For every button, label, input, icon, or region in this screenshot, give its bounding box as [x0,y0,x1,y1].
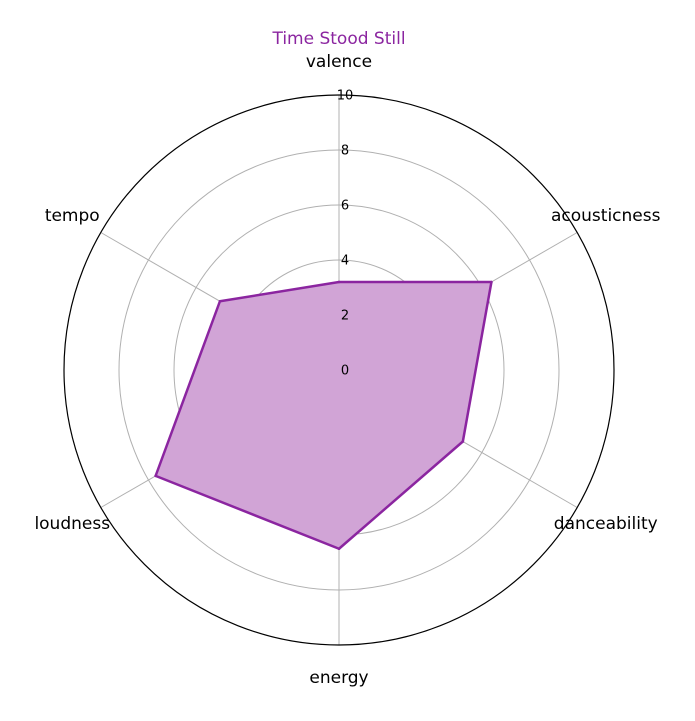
axis-label-tempo: tempo [45,206,100,226]
tick-label-0: 0 [341,364,349,379]
axis-label-acousticness: acousticness [551,206,661,226]
data-point-tempo [218,299,222,303]
axis-label-loudness: loudness [34,514,110,534]
series-layer [154,280,493,551]
axis-label-danceability: danceability [554,514,658,534]
tick-label-6: 6 [341,199,349,214]
series-area [155,282,492,549]
chart-title: Time Stood Still [271,29,405,49]
tick-label-4: 4 [341,254,349,269]
axis-label-energy: energy [309,668,368,688]
tick-label-2: 2 [341,309,349,324]
data-point-valence [337,280,341,284]
axis-labels: valence acousticness danceability energy lou… [34,52,660,688]
data-point-acousticness [490,280,493,284]
data-point-energy [337,547,341,551]
axis-label-valence: valence [306,52,372,72]
grid-ring-10 [63,94,615,646]
data-point-danceability [461,440,465,443]
data-point-loudness [154,474,157,478]
grid-ring-8 [118,149,560,591]
tick-label-8: 8 [341,144,349,159]
tick-label-10: 10 [337,89,354,104]
radial-tick-labels: 0 2 4 6 8 10 [337,89,354,379]
